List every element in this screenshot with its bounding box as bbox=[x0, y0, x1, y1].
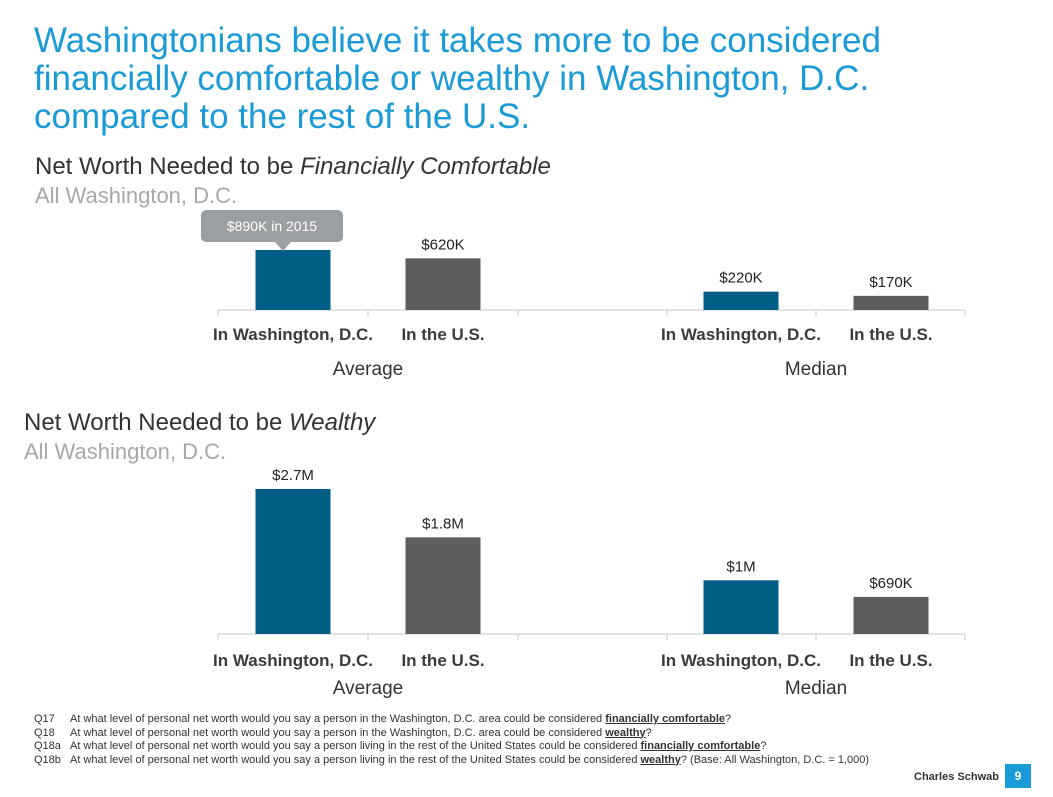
footnote-emphasis: wealthy bbox=[605, 726, 646, 739]
bar bbox=[703, 291, 779, 310]
footnote-emphasis: financially comfortable bbox=[640, 740, 761, 752]
bar-value-label: $690K bbox=[869, 575, 912, 592]
wealthy-chart-subtitle: All Washington, D.C. bbox=[24, 439, 227, 464]
footnote-text: At what level of personal net worth woul… bbox=[70, 740, 641, 752]
bar bbox=[703, 580, 779, 634]
footnote-text: At what level of personal net worth woul… bbox=[70, 726, 606, 739]
group-label: Median bbox=[785, 359, 847, 380]
comfortable-chart-subtitle: All Washington, D.C. bbox=[35, 183, 238, 208]
callout-bubble bbox=[201, 210, 343, 242]
bar bbox=[255, 250, 331, 310]
footnote-suffix: ? (Base: All Washington, D.C. = 1,000) bbox=[680, 753, 870, 766]
footnote-emphasis: financially comfortable bbox=[605, 713, 726, 725]
group-label: Average bbox=[333, 678, 403, 699]
comfortable-chart-title: Net Worth Needed to be Financially Comfo… bbox=[35, 153, 551, 181]
category-label: In the U.S. bbox=[401, 325, 484, 344]
category-label: In Washington, D.C. bbox=[213, 651, 373, 670]
footnote-text: At what level of personal net worth woul… bbox=[70, 713, 606, 725]
bar-value-label: $2.7M bbox=[272, 467, 314, 484]
bar-value-label: $620K bbox=[421, 236, 464, 253]
category-label: In Washington, D.C. bbox=[661, 651, 821, 670]
footnote-emphasis: wealthy bbox=[640, 753, 681, 766]
footnote-row: Q18 At what level of personal net worth w… bbox=[34, 727, 934, 741]
wealthy-bar-chart: $2.7M $1.8M $1M $690K In Washington, D.C. In … bbox=[213, 467, 966, 699]
footnote-id: Q18 bbox=[34, 726, 55, 739]
bar-value-label: $170K bbox=[869, 274, 912, 291]
category-label: In the U.S. bbox=[849, 325, 932, 344]
bar bbox=[405, 537, 481, 634]
category-label: In Washington, D.C. bbox=[213, 325, 373, 344]
page-title: Washingtonians believe it takes more to … bbox=[34, 21, 881, 136]
footnote-row: Q18a At what level of personal net worth … bbox=[34, 740, 934, 754]
category-label: In the U.S. bbox=[849, 651, 932, 670]
group-label: Average bbox=[333, 359, 403, 380]
page-number: 9 bbox=[1005, 764, 1031, 788]
category-label: In the U.S. bbox=[401, 651, 484, 670]
bar bbox=[853, 295, 929, 310]
comfortable-title-prefix: Net Worth Needed to be bbox=[35, 153, 301, 180]
bar bbox=[853, 596, 929, 634]
bar-value-label: $220K bbox=[719, 270, 762, 287]
footnote-id: Q17 bbox=[34, 713, 55, 725]
bar bbox=[255, 489, 331, 634]
footnote-id: Q18b bbox=[34, 753, 61, 766]
comfortable-title-emphasis: Financially Comfortable bbox=[300, 153, 551, 180]
footnote-suffix: ? bbox=[760, 740, 767, 752]
footnote-suffix: ? bbox=[645, 726, 652, 739]
footnote-row: Q18b At what level of personal net worth … bbox=[34, 754, 934, 768]
category-label: In Washington, D.C. bbox=[661, 325, 821, 344]
footnote-row: Q17 At what level of personal net worth w… bbox=[34, 713, 934, 727]
footnote-text: At what level of personal net worth woul… bbox=[70, 753, 641, 766]
wealthy-chart-title: Net Worth Needed to be Wealthy bbox=[24, 409, 375, 437]
wealthy-title-prefix: Net Worth Needed to be bbox=[24, 409, 290, 436]
footnote-id: Q18a bbox=[34, 740, 61, 752]
bar-value-label: $1M bbox=[726, 558, 755, 575]
callout-pointer bbox=[275, 242, 291, 251]
survey-questions-footnotes: Q17 At what level of personal net worth w… bbox=[34, 713, 934, 767]
callout-text: $890K in 2015 bbox=[227, 218, 318, 234]
footnote-suffix: ? bbox=[725, 713, 732, 725]
bar bbox=[405, 258, 481, 310]
group-label: Median bbox=[785, 678, 847, 699]
wealthy-title-emphasis: Wealthy bbox=[289, 409, 376, 436]
bar-value-label: $1.8M bbox=[422, 515, 464, 532]
brand-logo-text: Charles Schwab bbox=[914, 771, 999, 783]
